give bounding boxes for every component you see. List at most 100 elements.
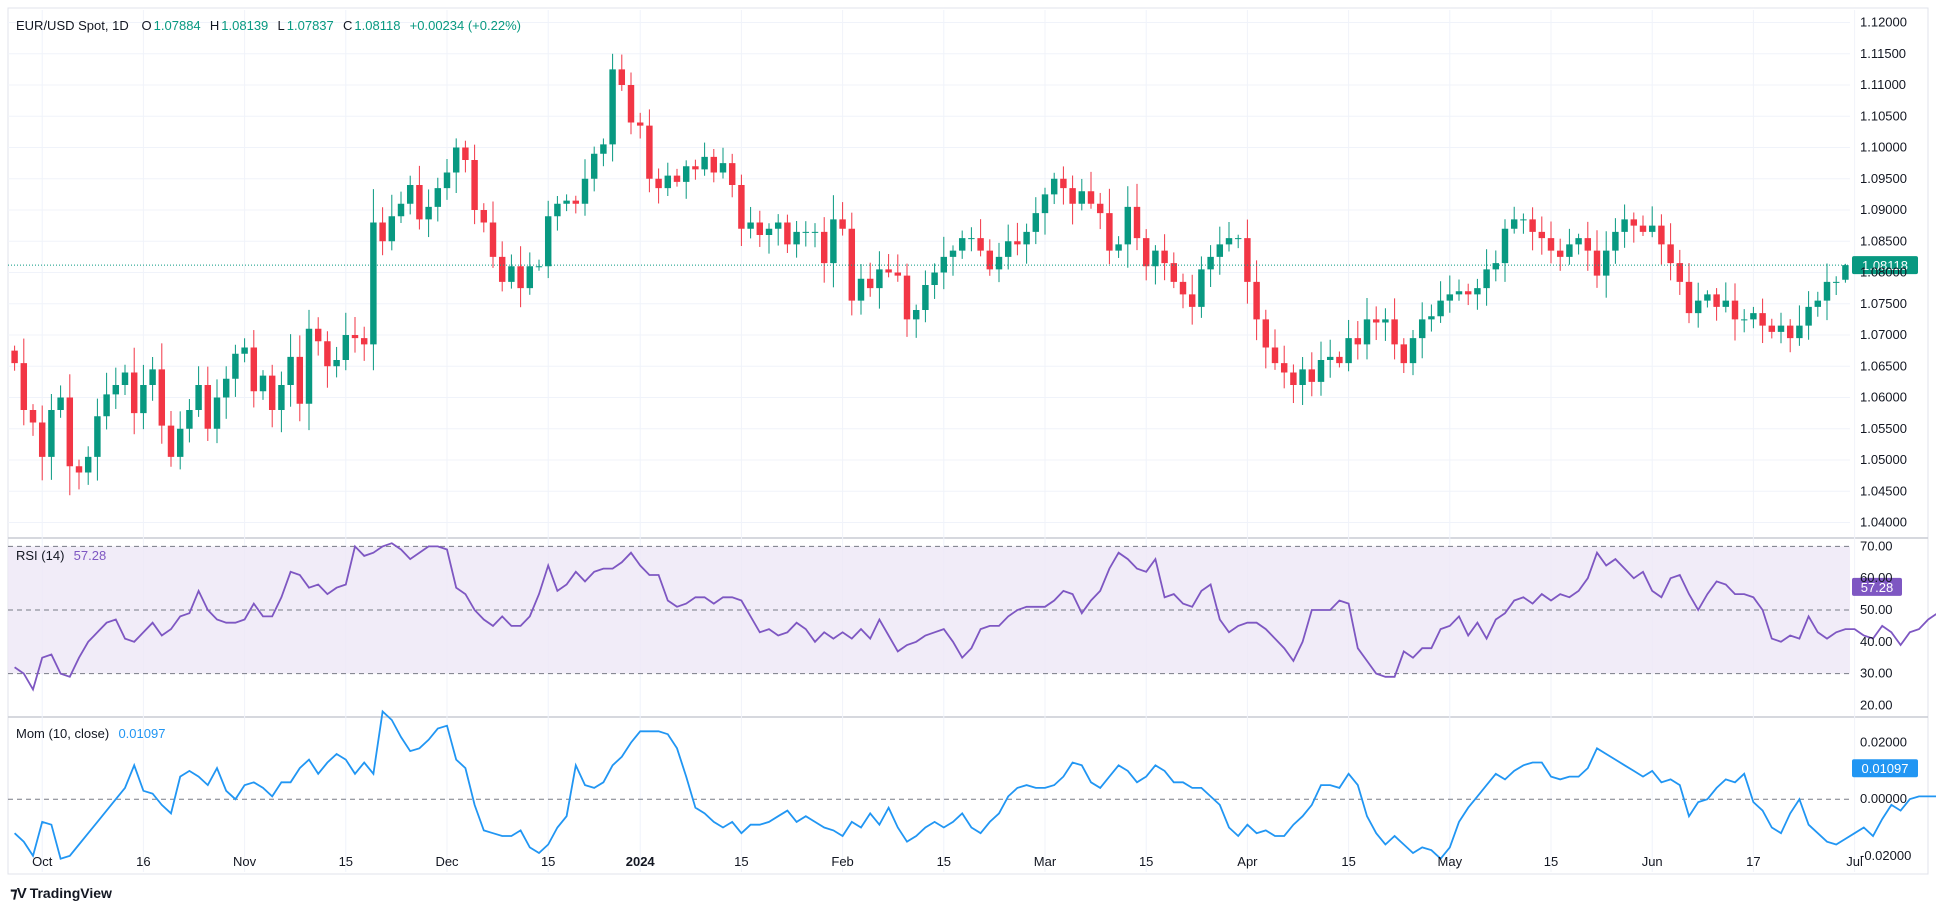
candle [701, 142, 708, 176]
candle-body [876, 269, 883, 289]
tradingview-brand[interactable]: ⁊V TradingView [10, 884, 112, 902]
candle-body [609, 69, 616, 145]
candle [1648, 206, 1656, 238]
candle [406, 175, 414, 215]
candle-body [517, 266, 524, 289]
candle [296, 335, 304, 422]
candle [1004, 224, 1012, 270]
candle [388, 194, 396, 251]
candle [1446, 275, 1454, 313]
candle-body [176, 428, 184, 457]
candle [636, 112, 644, 139]
last-price-badge [1852, 256, 1918, 275]
candle-body [498, 256, 506, 282]
candle-body [811, 231, 819, 233]
candle [1814, 291, 1822, 317]
candle-body [1786, 325, 1794, 339]
candle-body [1142, 238, 1150, 267]
candle [1382, 308, 1389, 341]
candle [38, 405, 46, 481]
rsi-tick-label: 70.00 [1860, 538, 1893, 553]
time-tick-label: 15 [734, 854, 748, 869]
open-value: 1.07884 [153, 18, 201, 33]
candle-body [296, 356, 304, 404]
candle [1501, 219, 1509, 282]
candle [1713, 288, 1720, 321]
candle-body [314, 328, 322, 342]
candle [682, 160, 690, 199]
candle-body [1759, 313, 1766, 326]
candle-body [38, 422, 46, 457]
candle [646, 109, 653, 193]
candle-body [1823, 281, 1831, 301]
candle [747, 206, 754, 239]
candle [498, 241, 506, 292]
candle-body [738, 185, 745, 229]
candle [1060, 166, 1067, 205]
candle [1198, 256, 1205, 318]
candle [324, 331, 331, 388]
candle-body [839, 219, 846, 229]
candle [1115, 236, 1122, 258]
candle [1336, 351, 1343, 368]
candle [1777, 312, 1785, 344]
candle [1409, 329, 1417, 376]
candle [1621, 204, 1628, 248]
candle-body [1667, 244, 1674, 264]
candle [1280, 345, 1288, 389]
candle-body [1842, 265, 1849, 280]
candle [986, 239, 994, 276]
candle [1290, 364, 1297, 404]
candle-body [1474, 288, 1481, 295]
candle-body [140, 385, 147, 414]
candle-body [572, 200, 580, 204]
candle [1786, 319, 1794, 353]
rsi-tick-label: 20.00 [1860, 697, 1893, 712]
candle [1050, 172, 1058, 205]
momentum-series [13, 709, 1936, 861]
candle-body [1731, 300, 1739, 320]
candle [48, 394, 55, 480]
candle-body [618, 69, 626, 85]
candle-body [728, 163, 736, 185]
candle [176, 411, 184, 470]
candle [848, 212, 856, 316]
rsi-value: 57.28 [73, 548, 107, 563]
candle-body [1317, 360, 1325, 382]
rsi-tick-label: 40.00 [1860, 634, 1893, 649]
candle [1014, 222, 1021, 256]
candle [1602, 231, 1610, 298]
candle-body [370, 222, 377, 345]
candle [710, 148, 718, 183]
candle-body [1069, 188, 1076, 204]
candle-body [949, 250, 957, 257]
candle-body [1832, 281, 1840, 283]
candle-body [563, 200, 570, 204]
price-tick-label: 1.08500 [1860, 233, 1907, 248]
candle-body [535, 266, 543, 268]
candle [1455, 279, 1463, 301]
candle-body [259, 375, 267, 392]
candle-body [1713, 294, 1720, 307]
candle [738, 174, 745, 247]
candle [305, 309, 313, 431]
candle-body [121, 372, 129, 385]
candle [66, 374, 74, 496]
candle [1639, 215, 1647, 236]
candle [968, 227, 975, 252]
candle-body [1529, 219, 1536, 232]
candle-body [1750, 313, 1757, 320]
candle [11, 345, 18, 371]
candle [1842, 263, 1849, 283]
candle-body [1446, 294, 1454, 301]
candle-body [1023, 231, 1030, 245]
candle-body [342, 335, 350, 360]
rsi-tick-label: 50.00 [1860, 602, 1893, 617]
candle [1428, 304, 1435, 332]
candle-body [995, 256, 1003, 270]
price-tick-label: 1.05500 [1860, 421, 1907, 436]
candle [103, 372, 110, 430]
candle [462, 140, 469, 173]
candle [894, 254, 902, 282]
